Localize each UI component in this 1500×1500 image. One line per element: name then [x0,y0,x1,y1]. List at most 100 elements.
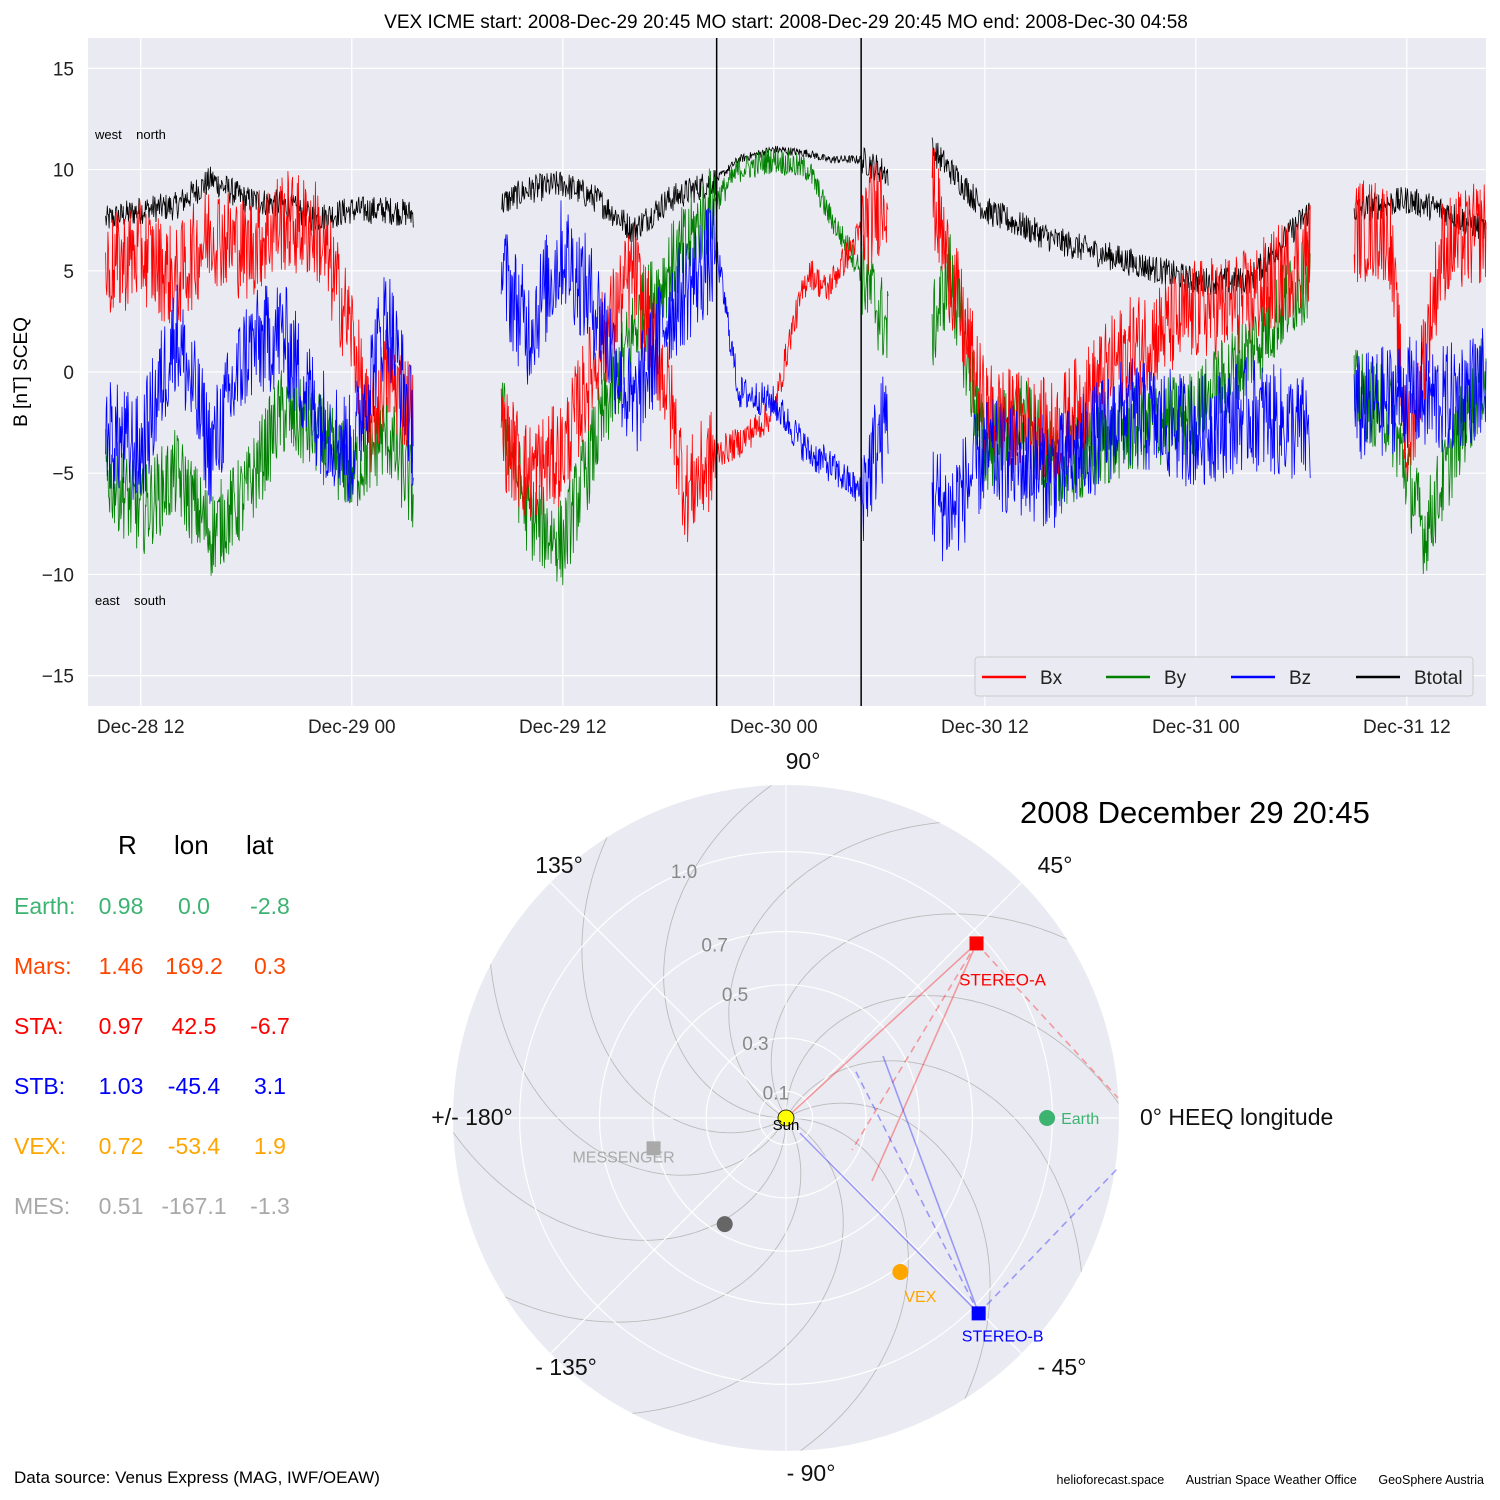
polar-theta-label: 45° [1038,852,1073,878]
polar-theta-label: +/- 180° [431,1104,512,1130]
table-row-name: VEX: [14,1133,67,1159]
fov-line [799,1132,980,1314]
series-line-bz [105,277,414,504]
body-marker-earth [1039,1110,1056,1126]
ts-y-tick-label: −10 [42,565,74,586]
table-cell-lat: 1.9 [254,1133,286,1159]
series-line-bx [105,171,414,473]
series-line-btotal [931,137,1311,296]
table-cell-lon: 0.0 [178,893,210,919]
legend-label-bx: Bx [1040,668,1063,689]
credit-geosphere: GeoSphere Austria [1378,1473,1484,1487]
series-line-btotal [501,145,889,242]
table-cell-r: 1.46 [98,953,144,979]
annotation-east-south: east south [95,593,166,608]
legend-label-by: By [1164,668,1187,689]
series-line-bz [931,357,1311,562]
polar-theta-grid-line [550,1117,787,1354]
ts-y-tick-label: 0 [63,363,74,384]
ts-x-tick-label: Dec-31 00 [1152,717,1240,738]
credits-footer: helioforecast.space Austrian Space Weath… [1039,1473,1484,1487]
ts-y-tick-labels: −15 −10 −5 0 5 10 15 [42,59,74,687]
ts-y-tick-label: −5 [52,464,74,485]
table-header-lon: lon [174,830,209,860]
table-cell-lon: 42.5 [171,1013,217,1039]
credit-aswo: Austrian Space Weather Office [1185,1473,1357,1487]
table-row-name: MES: [14,1193,71,1219]
body-label-sun: Sun [773,1117,800,1134]
table-cell-r: 0.98 [98,893,144,919]
ts-x-tick-labels: Dec-28 12 Dec-29 00 Dec-29 12 Dec-30 00 Dec-… [97,717,1451,738]
ts-x-tick-label: Dec-28 12 [97,717,185,738]
body-marker-stereo-b [971,1306,986,1321]
fov-line [785,942,978,1119]
ts-title: VEX ICME start: 2008-Dec-29 20:45 MO sta… [384,12,1188,33]
table-cell-r: 0.51 [98,1193,144,1219]
series-line-by [500,148,889,586]
legend-label-btotal: Btotal [1414,668,1463,689]
polar-r-label: 0.1 [763,1083,789,1104]
polar-r-label: 1.0 [671,862,697,883]
table-cell-r: 0.97 [98,1013,144,1039]
series-line-by [105,370,414,576]
polar-r-label: 0.7 [701,936,727,957]
fov-line [854,1069,980,1314]
table-cell-lon: 169.2 [165,953,223,979]
ts-x-tick-label: Dec-30 12 [941,717,1029,738]
fov-line [975,942,1119,1099]
table-cell-lat: 3.1 [254,1073,286,1099]
fov-line [871,943,978,1182]
polar-theta-label: 135° [535,852,583,878]
body-marker-unlabeled [716,1216,733,1233]
table-row-name: Mars: [14,953,72,979]
credit-helioforecast: helioforecast.space [1056,1473,1165,1487]
series-line-bz [500,198,889,542]
table-row-name: STA: [14,1013,64,1039]
table-row-name: Earth: [14,893,76,919]
body-label-vex: VEX [904,1289,936,1306]
ts-x-tick-label: Dec-31 12 [1363,717,1451,738]
ts-vlines [715,38,862,706]
polar-bodies: Sun Earth STEREO-A STEREO-B VEX MESSENGER [572,936,1099,1345]
ts-legend: Bx By Bz Btotal [974,656,1474,697]
ts-y-tick-label: 15 [53,59,74,80]
ts-x-tick-label: Dec-29 00 [308,717,396,738]
ts-series [105,137,1487,586]
polar-r-label: 0.5 [722,985,748,1006]
body-marker-messenger [646,1141,661,1156]
polar-theta-label: 90° [786,748,821,774]
ts-y-tick-label: 5 [63,262,74,283]
series-line-bx [931,148,1311,481]
polar-theta-grid-line [550,882,787,1119]
table-cell-lat: -1.3 [250,1193,290,1219]
body-marker-vex [892,1263,909,1280]
fov-line [882,1055,980,1314]
time-series-chart: VEX ICME start: 2008-Dec-29 20:45 MO sta… [11,12,1487,738]
body-label-messenger: MESSENGER [572,1149,674,1166]
body-marker-stereo-a [969,936,984,951]
polar-r-label: 0.3 [742,1034,768,1055]
table-header-r: R [118,830,137,860]
body-marker-sun [777,1109,795,1127]
table-row-name: STB: [14,1073,66,1099]
table-cell-lat: -6.7 [250,1013,290,1039]
table-header-lat: lat [246,830,274,860]
series-line-bz [1353,328,1487,460]
plot-date-title: 2008 December 29 20:45 [1020,795,1370,830]
ts-y-axis-label: B [nT] SCEQ [11,317,32,427]
body-label-earth: Earth [1061,1111,1099,1128]
polar-theta-label: 0° HEEQ longitude [1140,1104,1333,1130]
field-of-view-lines [785,942,1119,1314]
data-source-footer: Data source: Venus Express (MAG, IWF/OEA… [14,1468,380,1487]
fov-line [978,1167,1119,1314]
ts-x-tick-label: Dec-30 00 [730,717,818,738]
table-cell-lat: 0.3 [254,953,286,979]
ts-x-tick-label: Dec-29 12 [519,717,607,738]
fov-line [851,943,978,1151]
table-cell-lat: -2.8 [250,893,290,919]
series-line-bx [500,162,889,543]
polar-theta-label: - 90° [787,1460,836,1486]
polar-theta-grid-line [785,882,1022,1119]
table-cell-r: 1.03 [98,1073,144,1099]
